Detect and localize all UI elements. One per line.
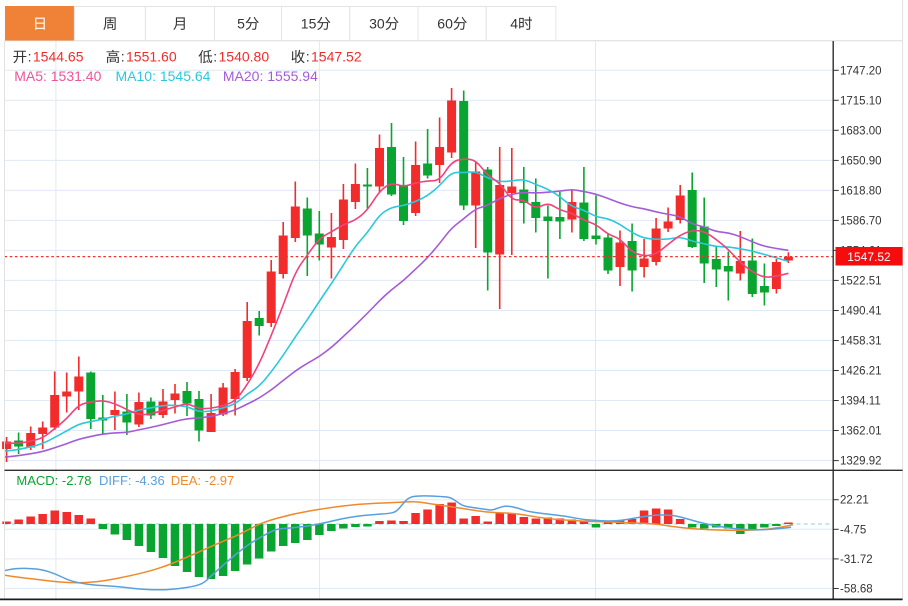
svg-text:15: 15 xyxy=(301,16,317,32)
svg-text:1394.11: 1394.11 xyxy=(840,396,881,408)
svg-text:5: 5 xyxy=(237,16,245,32)
svg-text:60: 60 xyxy=(437,16,453,32)
svg-text:1715.10: 1715.10 xyxy=(840,95,882,107)
svg-text:1747.20: 1747.20 xyxy=(840,65,882,77)
svg-text:1547.52: 1547.52 xyxy=(847,250,891,264)
svg-text:1683.00: 1683.00 xyxy=(840,125,882,137)
svg-text::: : xyxy=(306,49,310,65)
svg-text:-4.75: -4.75 xyxy=(840,524,866,536)
svg-text:MA10: 1545.64: MA10: 1545.64 xyxy=(116,68,211,84)
svg-text:22.21: 22.21 xyxy=(840,495,869,507)
svg-text:1458.31: 1458.31 xyxy=(840,336,882,348)
svg-text:4: 4 xyxy=(510,16,518,32)
svg-text:30: 30 xyxy=(369,16,385,32)
svg-text:1618.80: 1618.80 xyxy=(840,185,882,197)
svg-text:MA5: 1531.40: MA5: 1531.40 xyxy=(14,68,101,84)
svg-text:1547.52: 1547.52 xyxy=(311,49,362,65)
svg-text::: : xyxy=(213,49,217,65)
svg-text:1522.51: 1522.51 xyxy=(840,275,882,287)
svg-text:1540.80: 1540.80 xyxy=(219,49,270,65)
svg-text:1362.01: 1362.01 xyxy=(840,426,882,438)
svg-text:MA20: 1555.94: MA20: 1555.94 xyxy=(223,68,318,84)
svg-text:1490.41: 1490.41 xyxy=(840,306,882,318)
svg-text:DIFF: -4.36: DIFF: -4.36 xyxy=(99,473,165,488)
svg-text:1650.90: 1650.90 xyxy=(840,155,882,167)
svg-text:-58.68: -58.68 xyxy=(840,584,873,596)
svg-text:1426.21: 1426.21 xyxy=(840,366,882,378)
svg-text:-31.72: -31.72 xyxy=(840,554,873,566)
svg-text:1551.60: 1551.60 xyxy=(126,49,177,65)
svg-text::: : xyxy=(28,49,32,65)
svg-text:1544.65: 1544.65 xyxy=(33,49,84,65)
svg-text:1329.92: 1329.92 xyxy=(840,456,882,468)
svg-text::: : xyxy=(121,49,125,65)
svg-text:DEA: -2.97: DEA: -2.97 xyxy=(171,473,235,488)
svg-text:1586.70: 1586.70 xyxy=(840,215,882,227)
svg-text:MACD: -2.78: MACD: -2.78 xyxy=(16,473,91,488)
